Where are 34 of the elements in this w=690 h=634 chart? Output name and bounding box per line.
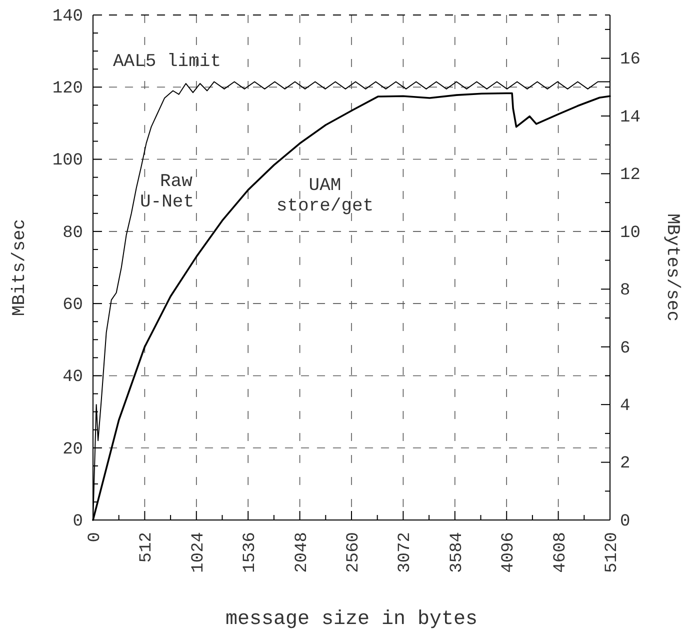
y2-tick-label: 2 — [620, 454, 630, 474]
x-tick-label: 2560 — [344, 532, 364, 573]
x-tick-label: 3584 — [448, 532, 467, 573]
x-tick-label: 4096 — [500, 532, 519, 573]
series-label: Raw U-Net — [140, 172, 194, 213]
y2-tick-label: 14 — [620, 108, 640, 128]
x-tick-label: 1024 — [189, 532, 208, 573]
y-tick-label: 60 — [62, 296, 83, 316]
y-tick-label: 40 — [62, 368, 83, 388]
y-tick-label: 80 — [62, 224, 83, 243]
y2-tick-label: 4 — [620, 397, 630, 416]
y2-tick-label: 12 — [620, 166, 640, 186]
y-tick-label: 20 — [62, 440, 83, 460]
x-tick-label: 0 — [86, 532, 105, 542]
x-tick-label: 4608 — [551, 532, 570, 573]
x-tick-label: 512 — [138, 532, 157, 563]
series-label: UAM store/get — [276, 176, 374, 217]
x-tick-label: 3072 — [396, 532, 416, 573]
x-tick-label: 1536 — [241, 532, 260, 573]
y-tick-label: 0 — [72, 512, 83, 532]
annotation: AAL5 limit — [113, 52, 222, 72]
y2-tick-label: 16 — [620, 50, 640, 70]
y-axis-title: MBits/sec — [10, 218, 30, 316]
y2-tick-label: 8 — [620, 282, 630, 301]
x-axis-title: message size in bytes — [225, 608, 478, 631]
x-tick-label: 2048 — [292, 532, 312, 573]
y2-tick-label: 10 — [620, 224, 640, 243]
y2-tick-label: 6 — [620, 339, 630, 358]
y2-axis-title: MBytes/sec — [662, 213, 682, 322]
y-tick-label: 120 — [52, 80, 83, 99]
y2-tick-label: 0 — [620, 512, 630, 532]
y-tick-label: 100 — [52, 152, 83, 171]
y-tick-label: 140 — [52, 7, 83, 26]
x-tick-label: 5120 — [602, 532, 622, 573]
